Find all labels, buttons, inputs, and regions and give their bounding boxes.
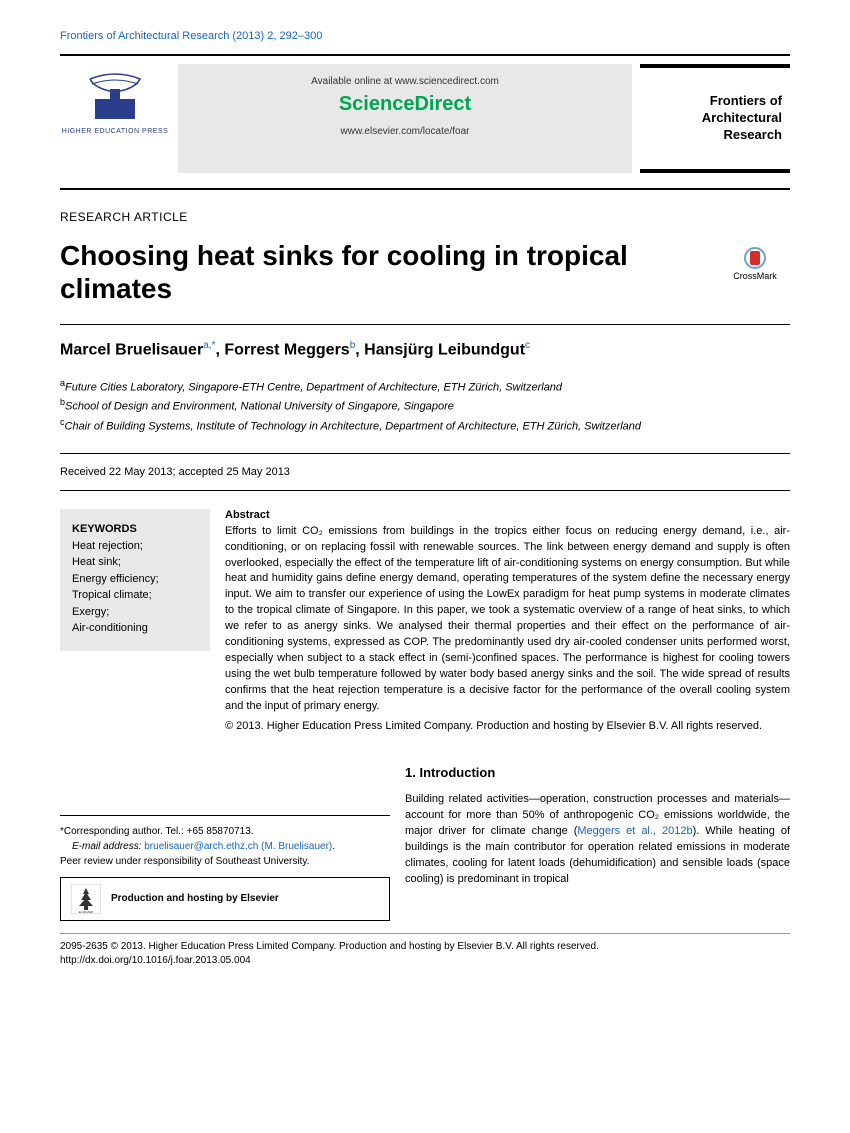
affiliation-a: Future Cities Laboratory, Singapore-ETH … bbox=[65, 382, 562, 394]
elsevier-locate-link[interactable]: www.elsevier.com/locate/foar bbox=[190, 126, 620, 137]
production-box: ELSEVIER Production and hosting by Elsev… bbox=[60, 877, 390, 921]
main-content: KEYWORDS Heat rejection; Heat sink; Ener… bbox=[60, 509, 790, 735]
keywords-title: KEYWORDS bbox=[72, 523, 198, 535]
footer-issn: 2095-2635 © 2013. Higher Education Press… bbox=[60, 940, 790, 954]
journal-name-line3: Research bbox=[648, 127, 782, 144]
abstract-title: Abstract bbox=[225, 509, 790, 521]
journal-citation-header: Frontiers of Architectural Research (201… bbox=[60, 30, 790, 56]
available-online-text: Available online at www.sciencedirect.co… bbox=[190, 76, 620, 87]
divider bbox=[60, 188, 790, 190]
svg-text:ELSEVIER: ELSEVIER bbox=[79, 910, 95, 914]
journal-name-box: Frontiers of Architectural Research bbox=[640, 64, 790, 173]
author-1-affil: a, bbox=[203, 340, 211, 351]
keywords-list: Heat rejection; Heat sink; Energy effici… bbox=[72, 538, 198, 637]
intro-heading: 1. Introduction bbox=[405, 765, 790, 780]
email-link[interactable]: bruelisauer@arch.ethz.ch (M. Bruelisauer… bbox=[144, 841, 332, 852]
abstract-column: Abstract Efforts to limit CO₂ emissions … bbox=[225, 509, 790, 735]
introduction-column: 1. Introduction Building related activit… bbox=[405, 765, 790, 921]
production-text: Production and hosting by Elsevier bbox=[111, 891, 279, 906]
intro-paragraph: Building related activities—operation, c… bbox=[405, 792, 790, 888]
crossmark-label: CrossMark bbox=[733, 271, 777, 281]
author-3[interactable]: , Hansjürg Leibundgut bbox=[355, 341, 525, 358]
affiliation-c: Chair of Building Systems, Institute of … bbox=[65, 420, 642, 432]
journal-name-line2: Architectural bbox=[648, 110, 782, 127]
footer-doi[interactable]: http://dx.doi.org/10.1016/j.foar.2013.05… bbox=[60, 954, 790, 968]
peer-review-line: Peer review under responsibility of Sout… bbox=[60, 854, 390, 869]
publisher-logo-icon bbox=[80, 64, 150, 124]
top-section: HIGHER EDUCATION PRESS Available online … bbox=[60, 64, 790, 173]
sciencedirect-logo[interactable]: ScienceDirect bbox=[190, 93, 620, 116]
article-title: Choosing heat sinks for cooling in tropi… bbox=[60, 239, 720, 306]
elsevier-tree-icon: ELSEVIER bbox=[71, 884, 101, 914]
thin-divider bbox=[60, 324, 790, 325]
keywords-box: KEYWORDS Heat rejection; Heat sink; Ener… bbox=[60, 509, 210, 651]
article-type: RESEARCH ARTICLE bbox=[60, 210, 790, 224]
authors-line: Marcel Bruelisauera,*, Forrest Meggersb,… bbox=[60, 340, 790, 359]
intro-section: *Corresponding author. Tel.: +65 8587071… bbox=[60, 765, 790, 921]
author-3-affil: c bbox=[525, 340, 530, 351]
author-2[interactable]: , Forrest Meggers bbox=[215, 341, 349, 358]
author-1[interactable]: Marcel Bruelisauer bbox=[60, 341, 203, 358]
email-label: E-mail address: bbox=[72, 841, 144, 852]
crossmark-badge[interactable]: CrossMark bbox=[720, 247, 790, 281]
publisher-name: HIGHER EDUCATION PRESS bbox=[62, 128, 169, 135]
abstract-copyright: © 2013. Higher Education Press Limited C… bbox=[225, 719, 790, 735]
sciencedirect-box: Available online at www.sciencedirect.co… bbox=[178, 64, 632, 173]
corr-author-line: *Corresponding author. Tel.: +65 8587071… bbox=[60, 824, 390, 839]
corresponding-author-block: *Corresponding author. Tel.: +65 8587071… bbox=[60, 765, 390, 921]
page-footer: 2095-2635 © 2013. Higher Education Press… bbox=[60, 933, 790, 968]
affiliations: aFuture Cities Laboratory, Singapore-ETH… bbox=[60, 377, 790, 434]
title-row: Choosing heat sinks for cooling in tropi… bbox=[60, 239, 790, 306]
crossmark-icon bbox=[744, 247, 766, 269]
intro-reference[interactable]: Meggers et al., 2012b bbox=[577, 825, 692, 837]
abstract-text: Efforts to limit CO₂ emissions from buil… bbox=[225, 524, 790, 715]
affiliation-b: School of Design and Environment, Nation… bbox=[65, 401, 454, 413]
publisher-logo-block: HIGHER EDUCATION PRESS bbox=[60, 64, 170, 173]
dates-line: Received 22 May 2013; accepted 25 May 20… bbox=[60, 453, 790, 491]
journal-name-line1: Frontiers of bbox=[648, 93, 782, 110]
